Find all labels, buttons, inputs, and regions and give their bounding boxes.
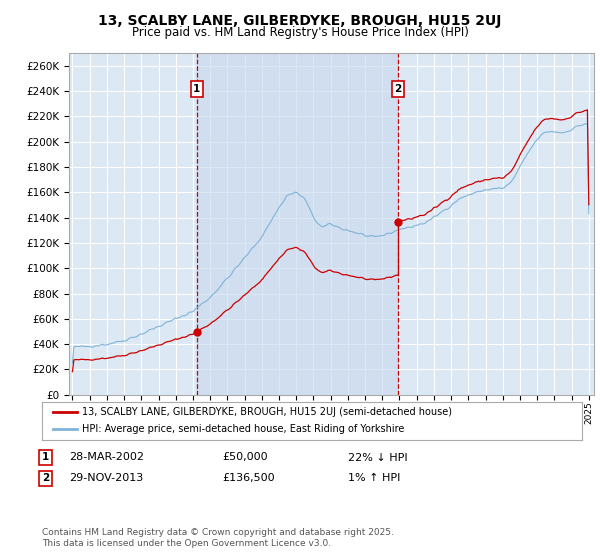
Text: 1% ↑ HPI: 1% ↑ HPI [348, 473, 400, 483]
Text: 29-NOV-2013: 29-NOV-2013 [69, 473, 143, 483]
Text: 13, SCALBY LANE, GILBERDYKE, BROUGH, HU15 2UJ: 13, SCALBY LANE, GILBERDYKE, BROUGH, HU1… [98, 14, 502, 28]
Text: HPI: Average price, semi-detached house, East Riding of Yorkshire: HPI: Average price, semi-detached house,… [83, 424, 405, 434]
Text: 22% ↓ HPI: 22% ↓ HPI [348, 452, 407, 463]
Text: 13, SCALBY LANE, GILBERDYKE, BROUGH, HU15 2UJ (semi-detached house): 13, SCALBY LANE, GILBERDYKE, BROUGH, HU1… [83, 407, 452, 417]
Text: 1: 1 [42, 452, 49, 463]
Text: 2: 2 [42, 473, 49, 483]
Text: 28-MAR-2002: 28-MAR-2002 [69, 452, 144, 463]
Text: £50,000: £50,000 [222, 452, 268, 463]
Text: Price paid vs. HM Land Registry's House Price Index (HPI): Price paid vs. HM Land Registry's House … [131, 26, 469, 39]
Text: 2: 2 [394, 84, 402, 94]
Text: Contains HM Land Registry data © Crown copyright and database right 2025.
This d: Contains HM Land Registry data © Crown c… [42, 528, 394, 548]
Text: 1: 1 [193, 84, 200, 94]
Text: £136,500: £136,500 [222, 473, 275, 483]
